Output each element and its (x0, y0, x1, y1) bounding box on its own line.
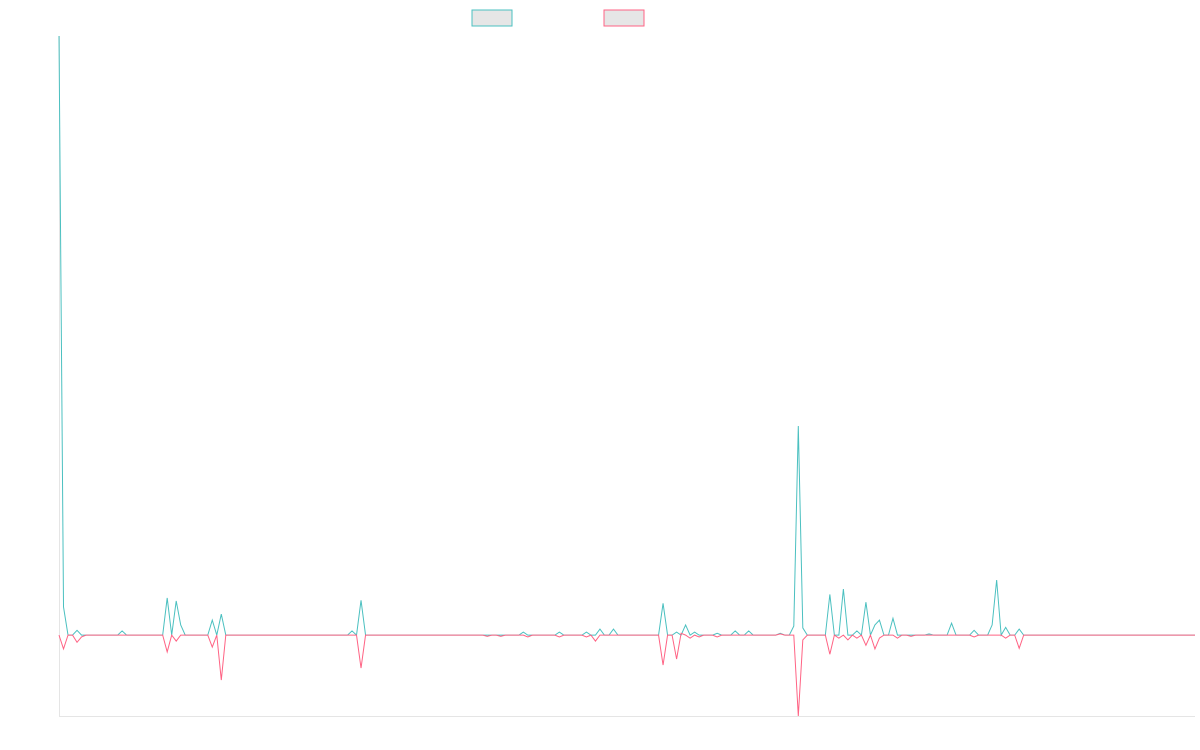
series-line (58, 632, 1195, 717)
series-line (58, 35, 1195, 637)
legend-swatch (471, 9, 513, 27)
legend-swatch (603, 9, 645, 27)
